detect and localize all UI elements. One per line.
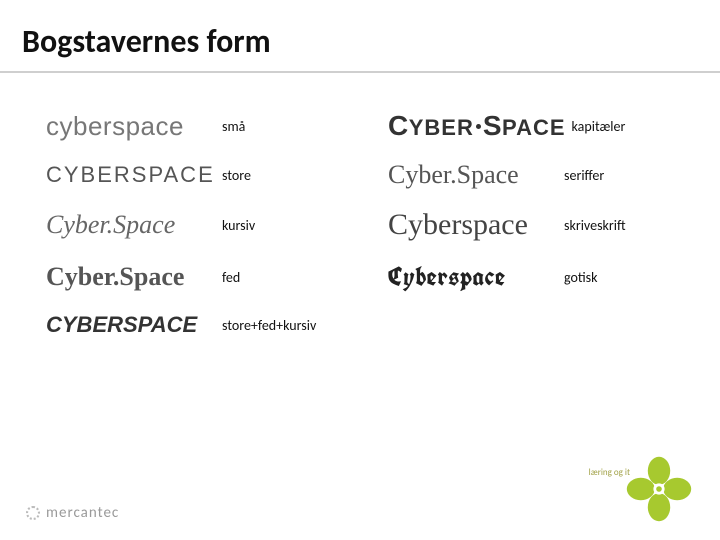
sample-gothic-label: gotisk xyxy=(564,269,598,286)
sample-lowercase-label: små xyxy=(222,118,245,135)
sample-gothic: Cyberspace gotisk xyxy=(388,260,690,294)
sample-smallcaps: CYBERSPACE kapitæler xyxy=(388,110,690,142)
slide: Bogstavernes form cyberspace små CYBERSP… xyxy=(0,0,720,540)
sample-script: Cyberspace skriveskrift xyxy=(388,208,690,242)
sample-italic-text: Cyber.Space xyxy=(46,210,216,240)
sample-lowercase-text: cyberspace xyxy=(46,111,216,142)
gear-icon xyxy=(26,506,40,520)
sample-italic-label: kursiv xyxy=(222,217,255,234)
sample-smallcaps-label: kapitæler xyxy=(572,118,626,135)
sample-uppercase-text: CYBERSPACE xyxy=(46,162,216,188)
sample-script-label: skriveskrift xyxy=(564,217,626,234)
brand-name: mercantec xyxy=(46,504,119,522)
sample-script-text: Cyberspace xyxy=(388,208,558,242)
sample-serif-label: seriffer xyxy=(564,167,604,184)
sample-combo-text: CYBERSPACE xyxy=(46,312,216,338)
sample-smallcaps-text: CYBERSPACE xyxy=(388,110,566,142)
sample-gothic-text: Cyberspace xyxy=(388,260,558,294)
flower-icon xyxy=(624,454,694,524)
title-underline xyxy=(0,71,720,73)
examples-grid: cyberspace små CYBERSPACE kapitæler CYBE… xyxy=(46,110,690,338)
sample-combo: CYBERSPACE store+fed+kursiv xyxy=(46,312,348,338)
sample-combo-label: store+fed+kursiv xyxy=(222,317,316,334)
sample-italic: Cyber.Space kursiv xyxy=(46,208,348,242)
sample-uppercase-label: store xyxy=(222,167,251,184)
title-area: Bogstavernes form xyxy=(0,0,720,65)
sample-bold-text: Cyber.Space xyxy=(46,262,216,292)
brand-logo: mercantec xyxy=(26,504,119,522)
page-title: Bogstavernes form xyxy=(22,22,720,61)
sample-bold: Cyber.Space fed xyxy=(46,260,348,294)
sample-bold-label: fed xyxy=(222,269,240,286)
sample-serif: Cyber.Space seriffer xyxy=(388,160,690,190)
empty-cell xyxy=(388,312,690,338)
sample-serif-text: Cyber.Space xyxy=(388,160,558,190)
sample-lowercase: cyberspace små xyxy=(46,110,348,142)
sample-uppercase: CYBERSPACE store xyxy=(46,160,348,190)
